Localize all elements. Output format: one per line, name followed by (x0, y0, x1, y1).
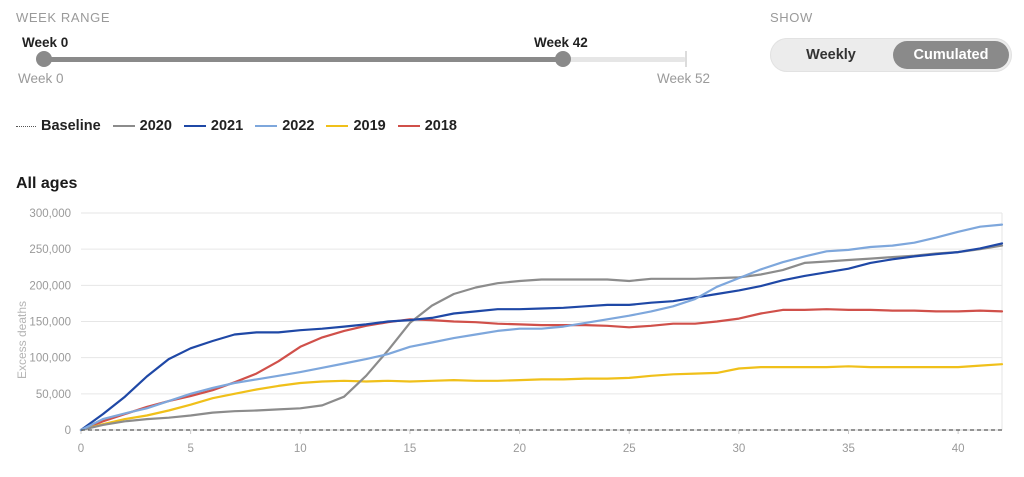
series-line-2020[interactable] (79, 244, 1004, 432)
y-tick-label: 50,000 (36, 389, 71, 401)
legend-swatch-2020 (112, 125, 135, 127)
legend-swatch-2021 (183, 125, 206, 127)
slider-start-handle[interactable] (36, 51, 52, 67)
legend-item-baseline[interactable]: Baseline (16, 118, 101, 134)
y-tick-label: 150,000 (29, 317, 71, 329)
y-axis-ticks: 0 50,000 100,000 150,000 200,000 250,000 300,0… (29, 208, 71, 437)
x-tick-label: 0 (78, 443, 84, 455)
legend-item-2018[interactable]: 2018 (397, 118, 457, 134)
range-max-label: Week 52 (657, 71, 711, 86)
legend-swatch-2019 (326, 125, 349, 127)
x-tick-label: 10 (294, 443, 307, 455)
legend-swatch-baseline (16, 125, 36, 127)
chart-legend: Baseline 2020 2021 2022 2019 2018 (16, 118, 469, 134)
y-tick-label: 0 (65, 425, 71, 437)
legend-label: 2021 (210, 118, 244, 134)
series-line-2019[interactable] (79, 363, 1004, 432)
legend-swatch-2018 (397, 125, 420, 127)
series-lines (79, 223, 1004, 432)
legend-label: 2019 (353, 118, 386, 134)
slider-end-handle[interactable] (554, 51, 571, 67)
cumulated-button[interactable]: Cumulated (893, 41, 1009, 69)
x-tick-label: 30 (732, 443, 745, 455)
range-start-value: Week 0 (22, 35, 69, 50)
x-tick-label: 5 (187, 443, 193, 455)
legend-label: Baseline (41, 118, 101, 134)
legend-item-2020[interactable]: 2020 (112, 118, 172, 134)
slider-end-tick (685, 51, 687, 67)
x-tick-label: 35 (842, 443, 855, 455)
legend-item-2019[interactable]: 2019 (326, 118, 386, 134)
x-tick-label: 15 (404, 443, 417, 455)
x-tick-label: 20 (513, 443, 526, 455)
series-line-2021[interactable] (79, 242, 1004, 432)
legend-item-2021[interactable]: 2021 (183, 118, 244, 134)
slider-track-selected (44, 57, 563, 62)
y-tick-label: 300,000 (29, 208, 71, 220)
y-tick-label: 200,000 (29, 280, 71, 292)
x-tick-label: 25 (623, 443, 636, 455)
y-tick-label: 100,000 (29, 353, 71, 365)
weekly-button[interactable]: Weekly (806, 47, 856, 63)
show-label: SHOW (770, 10, 813, 25)
legend-item-2022[interactable]: 2022 (255, 118, 314, 134)
legend-label: 2018 (424, 118, 457, 134)
legend-label: 2022 (282, 118, 315, 134)
x-tick-label: 40 (952, 443, 965, 455)
week-range-label: WEEK RANGE (16, 10, 111, 25)
chart-title: All ages (16, 175, 78, 192)
week-range-slider[interactable] (36, 50, 692, 70)
y-axis-label: Excess deaths (15, 301, 29, 379)
y-tick-label: 250,000 (29, 244, 71, 256)
legend-label: 2020 (139, 118, 172, 134)
range-min-label: Week 0 (18, 71, 64, 86)
series-line-2022[interactable] (79, 223, 1004, 432)
x-axis-ticks: 0 5 10 15 20 25 30 35 40 (78, 430, 965, 455)
view-toggle[interactable]: Weekly Cumulated (770, 38, 1012, 72)
range-end-value: Week 42 (534, 35, 588, 50)
legend-swatch-2022 (255, 125, 278, 127)
